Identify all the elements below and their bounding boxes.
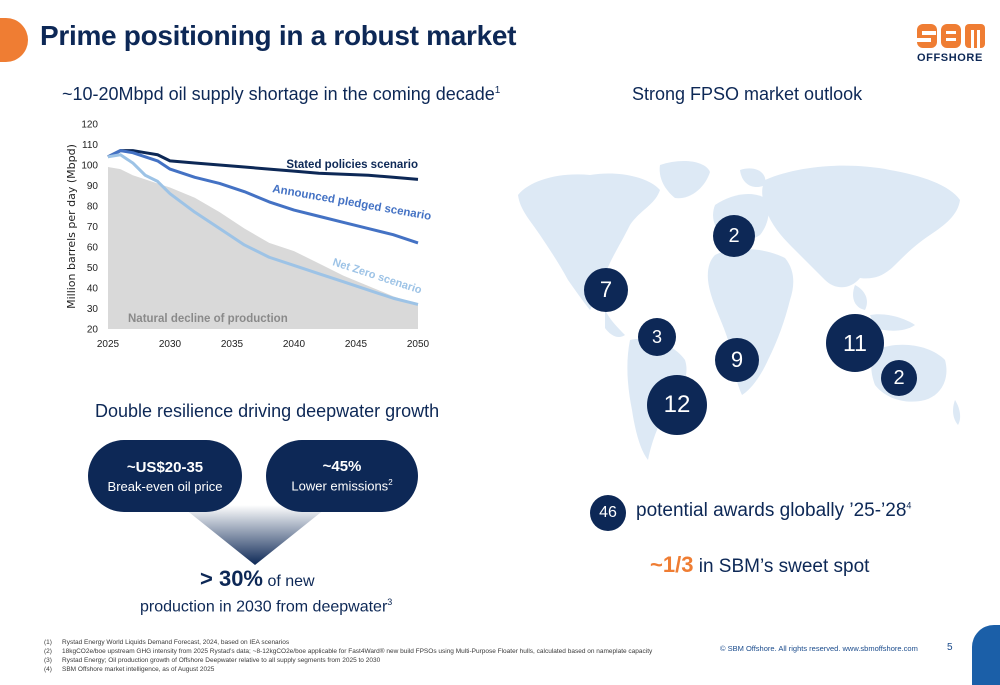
bubble-west-africa: 9: [715, 338, 759, 382]
x-tick-label: 2030: [159, 339, 182, 350]
page-title: Prime positioning in a robust market: [40, 20, 517, 51]
x-tick-label: 2025: [97, 339, 120, 350]
emissions-value: ~45%: [322, 458, 362, 476]
funnel-arrow: [180, 505, 330, 565]
bubble-australia: 2: [881, 360, 917, 396]
bubble-brazil: 12: [647, 375, 707, 435]
y-tick-label: 120: [81, 120, 98, 131]
announced-pledged-line: [107, 149, 419, 245]
bubble-europe: 2: [713, 215, 755, 257]
y-tick-label: 50: [87, 263, 99, 274]
y-tick-label: 90: [87, 181, 99, 192]
footnote-4: (4) SBM Offshore market intelligence, as …: [44, 666, 215, 673]
x-tick-label: 2050: [407, 339, 430, 350]
awards-text: potential awards globally ’25-’284: [636, 500, 912, 521]
stated-policies-line: [107, 149, 419, 181]
footnote-1: (1) Rystad Energy World Liquids Demand Fo…: [44, 639, 290, 646]
y-tick-label: 20: [87, 325, 99, 336]
y-tick-label: 70: [87, 222, 99, 233]
y-tick-label: 60: [87, 243, 99, 254]
natural-decline-label: Natural decline of production: [128, 313, 288, 325]
x-tick-label: 2045: [345, 339, 368, 350]
emissions-label: Lower emissions2: [291, 478, 393, 494]
y-tick-label: 100: [81, 161, 98, 172]
sbm-logo: [917, 24, 985, 48]
bubble-asia: 11: [826, 314, 884, 372]
total-awards-bubble: 46: [590, 495, 626, 531]
logo-wordmark: OFFSHORE: [917, 52, 983, 64]
y-axis-label: Million barrels per day (Mbpd): [65, 144, 78, 309]
announced-pledged-label: Announced pledged scenario: [271, 183, 432, 223]
natural-decline-area: [108, 167, 418, 329]
bubble-north-america: 7: [584, 268, 628, 312]
y-tick-label: 40: [87, 284, 99, 295]
bubble-caribbean: 3: [638, 318, 676, 356]
breakeven-label: Break-even oil price: [107, 478, 223, 494]
fpso-subtitle: Strong FPSO market outlook: [632, 84, 863, 104]
corner-accent-orange: [0, 18, 28, 62]
y-tick-label: 30: [87, 304, 99, 315]
x-tick-label: 2040: [283, 339, 306, 350]
corner-accent-blue: [972, 625, 1000, 685]
footnote-3: (3) Rystad Energy; Oil production growth …: [44, 657, 381, 664]
footnotes: (1) Rystad Energy World Liquids Demand Fo…: [44, 638, 652, 674]
emissions-pill: ~45% Lower emissions2: [266, 440, 418, 512]
resilience-title: Double resilience driving deepwater grow…: [95, 401, 440, 421]
stated-policies-label: Stated policies scenario: [286, 159, 418, 171]
deepwater-highlight: > 30% of new: [200, 566, 315, 591]
y-tick-label: 80: [87, 202, 99, 213]
page-number: 5: [947, 642, 953, 653]
net-zero-line: [107, 153, 419, 306]
x-tick-label: 2035: [221, 339, 244, 350]
footnote-2: (2) 18kgCO2e/boe upstream GHG intensity f…: [44, 648, 653, 655]
sweet-spot-text: ~1/3 in SBM’s sweet spot: [650, 552, 870, 577]
y-tick-label: 110: [82, 140, 98, 151]
copyright-link[interactable]: © SBM Offshore. All rights reserved. www…: [720, 644, 918, 653]
chart-subtitle: ~10-20Mbpd oil supply shortage in the co…: [62, 84, 501, 104]
deepwater-text: production in 2030 from deepwater3: [140, 597, 393, 616]
breakeven-pill: ~US$20-35 Break-even oil price: [88, 440, 242, 512]
breakeven-value: ~US$20-35: [126, 458, 204, 476]
world-map: [518, 160, 961, 460]
